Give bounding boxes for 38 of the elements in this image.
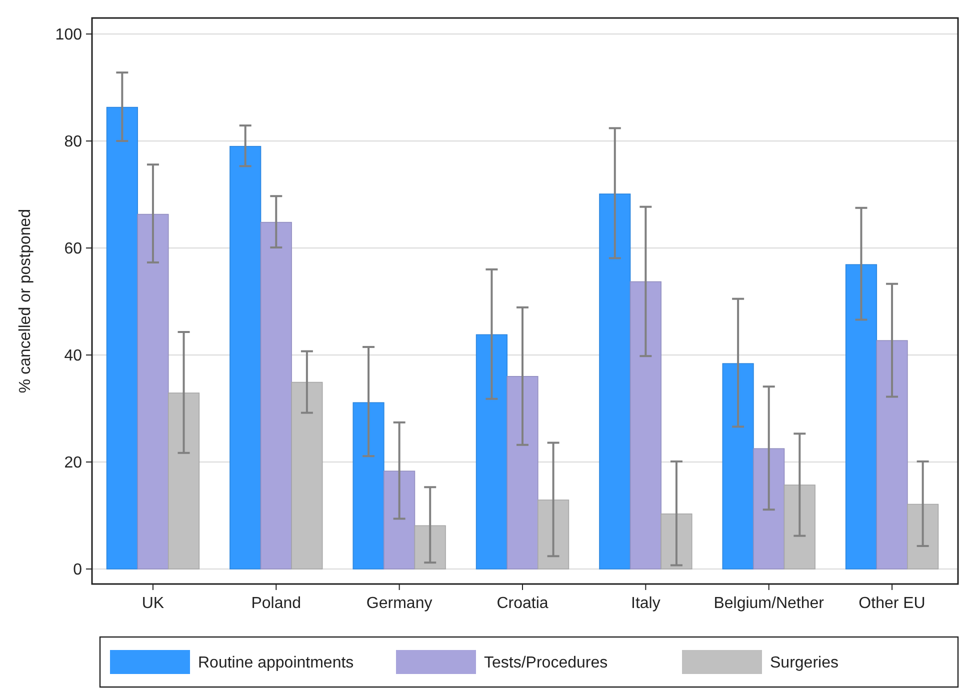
y-tick-label: 60: [64, 240, 82, 258]
bar: [876, 340, 908, 570]
bar: [414, 525, 446, 570]
x-tick-label: Belgium/Nether: [714, 595, 825, 612]
x-tick-label: Germany: [366, 595, 432, 612]
y-tick-label: 80: [64, 134, 82, 151]
x-tick-label: UK: [142, 595, 164, 612]
x-tick-label: Italy: [631, 595, 660, 612]
y-tick-label: 20: [64, 454, 82, 472]
legend-label: Tests/Procedures: [484, 654, 608, 672]
bar: [230, 146, 262, 570]
y-tick-label: 0: [73, 562, 82, 579]
legend-label: Surgeries: [770, 654, 838, 672]
legend-label: Routine appointments: [198, 654, 354, 672]
x-tick-label: Poland: [251, 595, 302, 612]
bar: [168, 392, 200, 570]
bar: [753, 448, 785, 570]
y-axis-title: % cancelled or postponed: [17, 208, 34, 394]
bar: [506, 376, 538, 570]
bar: [907, 504, 939, 570]
bar: [660, 513, 692, 570]
bar: [137, 214, 169, 570]
bar: [106, 106, 138, 570]
y-tick-label: 100: [55, 26, 82, 44]
bar: [784, 484, 816, 570]
bar: [845, 264, 878, 570]
bar: [599, 194, 631, 570]
bar: [630, 281, 662, 570]
bar: [476, 334, 508, 570]
bar: [537, 500, 570, 570]
bar: [384, 470, 416, 570]
bar: [260, 222, 292, 570]
x-tick-label: Croatia: [496, 595, 548, 612]
bar: [722, 363, 754, 570]
x-tick-label: Other EU: [858, 595, 926, 612]
bar: [352, 402, 384, 570]
y-tick-label: 40: [64, 348, 82, 365]
bar: [291, 382, 323, 570]
